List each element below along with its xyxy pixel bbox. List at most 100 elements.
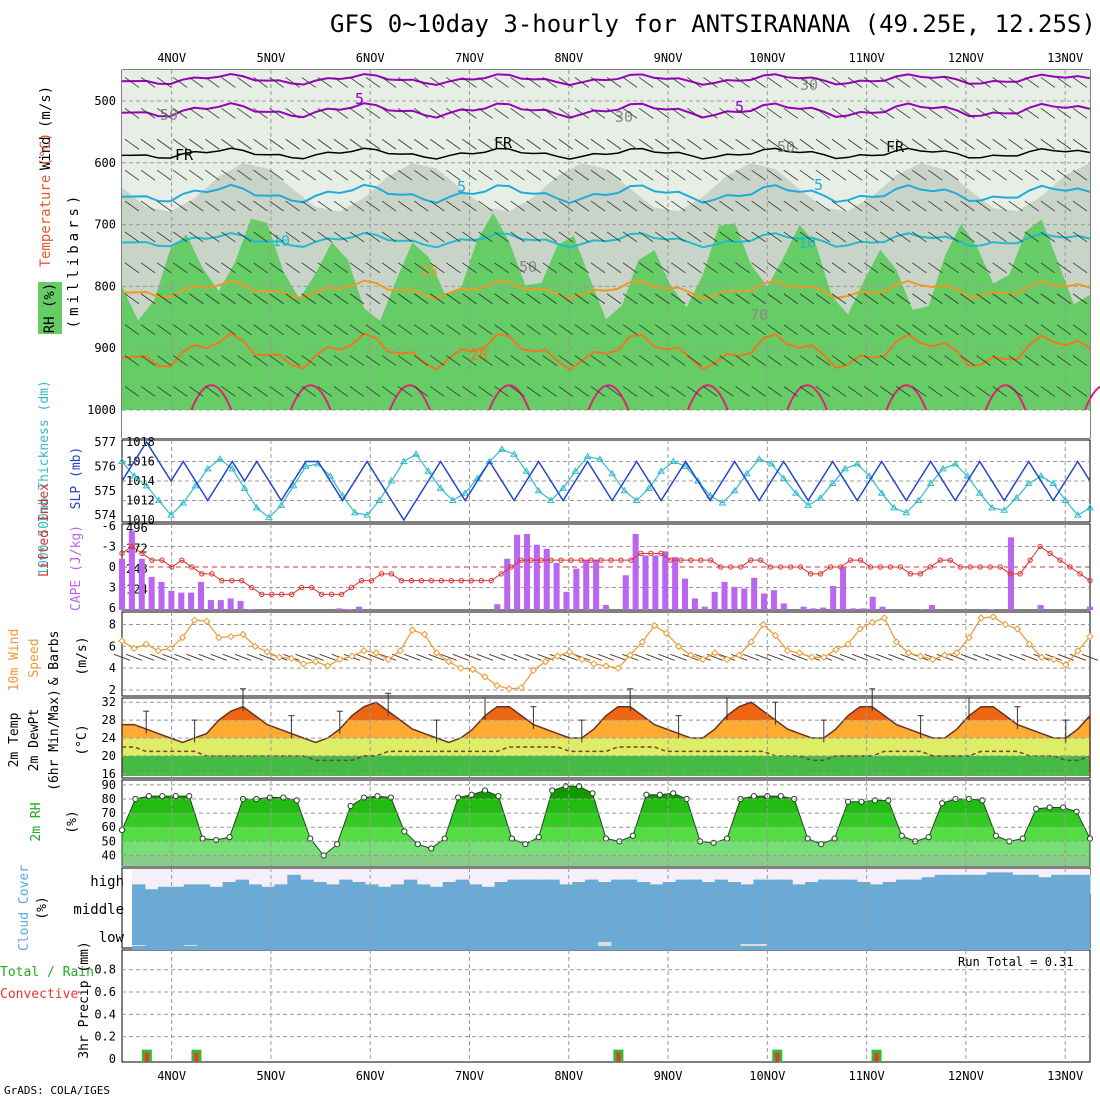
lifted-point — [748, 557, 754, 563]
wind10-barb — [646, 653, 663, 661]
y-tick-label: 800 — [94, 279, 116, 293]
wind10-barb — [997, 653, 1014, 661]
wind-barb — [896, 138, 911, 150]
wind-barb — [494, 293, 509, 305]
y-tick-label: 3 — [109, 581, 116, 595]
thickness-point — [167, 511, 175, 518]
cape-bar — [237, 600, 244, 610]
y-tick-label: 0.4 — [94, 1007, 116, 1021]
wind-barb — [574, 200, 590, 212]
wind-barb — [1024, 355, 1040, 366]
wind10-barb — [972, 653, 990, 661]
wind-barb — [253, 231, 268, 243]
wind-barb — [397, 138, 413, 150]
contour-label: 5 — [814, 176, 823, 194]
thickness-point — [792, 489, 800, 496]
thickness-point — [755, 455, 764, 462]
cloud-high-bar — [585, 879, 599, 894]
upper-ylabels: Wind (m/s) Temperature (°C) (millibars) — [38, 86, 82, 329]
thickness-point — [1024, 479, 1033, 486]
wind10-barb — [864, 653, 881, 661]
wind10-barb — [839, 653, 857, 661]
wind-barb — [606, 324, 622, 335]
wind-barb — [269, 108, 284, 119]
precip-panel: 0.8 0.6 0.4 0.2 0 — [94, 950, 1090, 1066]
wind-barb — [767, 262, 782, 274]
thickness-point — [595, 455, 604, 462]
wind-barb — [928, 293, 943, 305]
cloud-high-bar — [934, 874, 949, 894]
wind-barb — [526, 324, 541, 335]
lifted-point — [867, 564, 874, 570]
wind-barb — [349, 200, 365, 212]
wind-barb — [815, 262, 831, 274]
wind-barb — [365, 108, 381, 119]
day-label-top: 4NOV — [157, 51, 186, 65]
wind-barb — [221, 355, 236, 366]
wind-barb — [237, 262, 252, 274]
wind-barb — [478, 169, 493, 181]
wind-barb — [896, 231, 911, 243]
lifted-point — [598, 557, 604, 563]
wind-barb — [590, 108, 606, 119]
lifted-point — [1007, 571, 1013, 577]
wind-barb — [606, 77, 622, 88]
wind-barb — [1056, 138, 1072, 150]
lifted-point — [907, 571, 914, 577]
lifted-point — [817, 571, 824, 577]
wind-barb — [397, 200, 413, 212]
day-label-top: 7NOV — [455, 51, 484, 65]
wind-barb — [462, 293, 477, 305]
wind10-barb — [851, 653, 869, 661]
wind-barb — [542, 262, 557, 274]
wind-barb — [349, 231, 365, 243]
wind10-point — [190, 616, 199, 624]
cape-bar — [761, 593, 768, 610]
wind-barb — [831, 138, 847, 150]
rh-point — [347, 802, 354, 810]
y-tick-label: 1018 — [126, 435, 155, 449]
rh-point — [535, 834, 542, 841]
wind-barb — [799, 200, 815, 212]
wind10-point — [880, 614, 889, 622]
wind-barb — [333, 231, 349, 243]
cape-bar — [118, 558, 126, 610]
wind-barb — [446, 355, 461, 366]
cape-bar — [128, 530, 135, 610]
wind10-point — [590, 660, 598, 668]
wind-barb — [655, 386, 670, 397]
cloud-high-bar — [844, 879, 858, 894]
thickness-point — [338, 491, 347, 499]
wind-barb — [847, 200, 863, 212]
contour-line-blue-5 — [121, 183, 1091, 205]
wind10-panel: 8 6 4 2 — [109, 612, 1099, 697]
thickness-point — [326, 472, 335, 479]
wind-barb — [285, 293, 300, 305]
cloud-high-bar — [740, 884, 754, 894]
cloud-high-bar — [649, 884, 664, 894]
wind-barb — [333, 293, 349, 305]
wind-barb — [928, 231, 943, 243]
wind-barb — [815, 138, 831, 150]
wind-barb — [526, 293, 541, 305]
wind-barb — [1024, 138, 1040, 150]
thickness-point — [289, 481, 298, 489]
cloud-high-bar — [313, 882, 327, 894]
lifted-point — [189, 564, 195, 570]
cloud-high-bar — [1064, 874, 1078, 894]
wind-barb — [381, 108, 397, 119]
wind-barb — [301, 262, 316, 274]
wind10-point — [1086, 632, 1094, 641]
wind10-point — [989, 613, 997, 621]
wind10-point — [783, 647, 792, 655]
wind-barb — [365, 386, 381, 397]
wind-barb — [381, 355, 397, 366]
contour-label: 70 — [750, 306, 768, 324]
wind-barb — [638, 138, 654, 150]
wind10-barb — [791, 653, 808, 661]
day-label-bottom: 12NOV — [948, 1069, 984, 1083]
wind-barb — [189, 386, 204, 397]
rh-point — [750, 793, 757, 800]
wind-barb — [863, 262, 879, 274]
